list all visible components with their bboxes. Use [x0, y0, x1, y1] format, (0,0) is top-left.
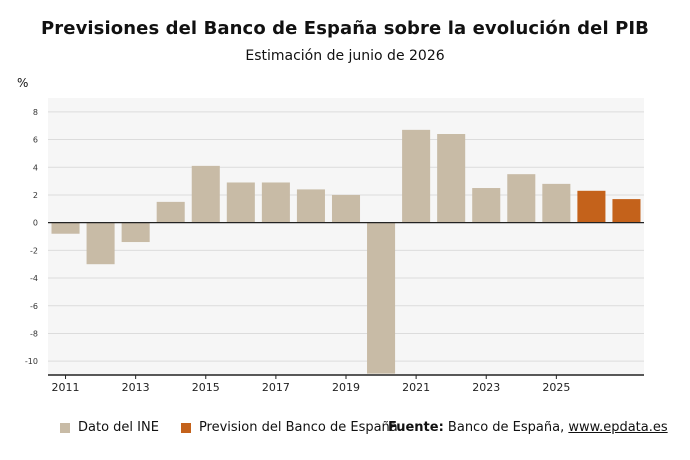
x-tick-label: 2011 [52, 381, 80, 394]
y-axis-unit: % [17, 76, 29, 90]
bar [472, 188, 501, 223]
y-tick-label: -8 [30, 329, 38, 338]
source-label: Fuente: [388, 420, 444, 435]
legend: Dato del INE Prevision del Banco de Espa… [60, 420, 420, 435]
x-tick-label: 2017 [262, 381, 290, 394]
bar [51, 222, 80, 234]
bars [51, 129, 641, 374]
chart-subtitle: Estimación de junio de 2026 [245, 48, 445, 64]
bar [121, 222, 150, 243]
legend-item-ine: Dato del INE [60, 420, 159, 435]
legend-label-bde: Prevision del Banco de España [198, 420, 398, 435]
bar [507, 174, 536, 223]
legend-swatch-bde [180, 422, 191, 433]
y-tick-label: 2 [33, 191, 38, 200]
source-text: Banco de España, [443, 420, 569, 435]
x-tick-label: 2015 [192, 381, 220, 394]
y-tick-label: -6 [30, 302, 38, 311]
bar [577, 190, 606, 223]
bar [191, 165, 220, 223]
bar [261, 182, 290, 223]
bar [542, 183, 571, 223]
x-tick-labels: 2011 2013 2015 2017 2019 2021 2023 2025 [52, 375, 570, 394]
chart-title: Previsiones del Banco de España sobre la… [41, 18, 649, 39]
x-tick-label: 2021 [402, 381, 430, 394]
y-tick-label: 0 [33, 219, 38, 228]
x-tick-label: 2025 [542, 381, 570, 394]
legend-label-ine: Dato del INE [78, 420, 159, 435]
y-tick-label: 6 [33, 136, 38, 145]
y-tick-label: 4 [33, 163, 38, 172]
bar [367, 222, 396, 374]
bar [331, 194, 361, 223]
y-tick-label: 8 [33, 108, 38, 117]
bar [612, 199, 641, 223]
legend-swatch-ine [60, 422, 70, 433]
bar [296, 189, 325, 223]
y-tick-labels: 8 6 4 2 0 -2 -4 -6 -8 -10 [25, 108, 38, 366]
x-tick-label: 2013 [122, 381, 150, 394]
y-tick-label: -2 [30, 246, 38, 255]
source-note: Fuente: Banco de España, www.epdata.es [388, 420, 668, 435]
legend-item-bde: Prevision del Banco de España [180, 420, 398, 435]
bar [402, 129, 431, 223]
y-tick-label: -10 [25, 357, 38, 366]
x-tick-label: 2023 [472, 381, 500, 394]
bar [226, 182, 255, 223]
bar [437, 134, 466, 223]
x-tick-label: 2019 [332, 381, 360, 394]
bar [156, 201, 185, 223]
y-tick-label: -4 [30, 274, 38, 283]
bar [86, 222, 115, 265]
source-link[interactable]: www.epdata.es [568, 420, 668, 435]
